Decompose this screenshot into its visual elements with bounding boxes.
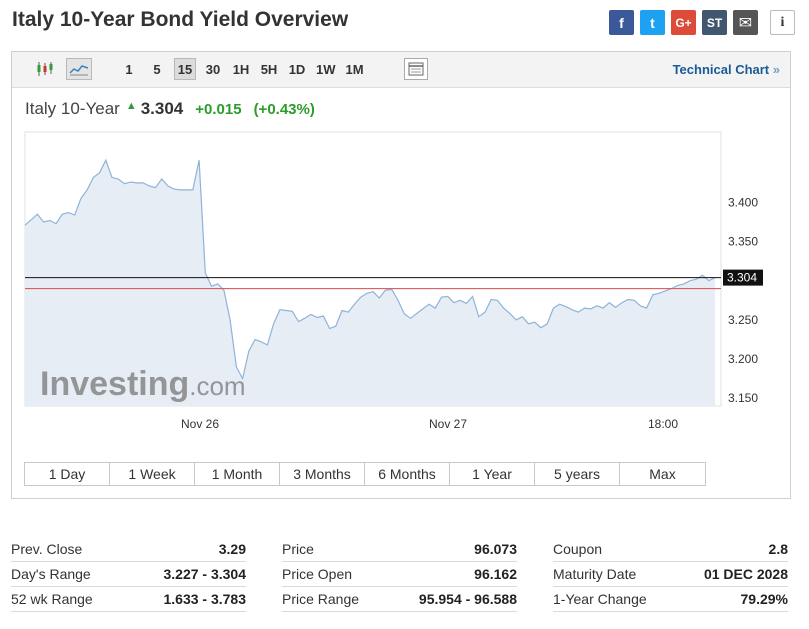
email-share-button[interactable]: ✉ bbox=[733, 10, 758, 35]
range-1-month[interactable]: 1 Month bbox=[195, 463, 280, 485]
price-change: +0.015 bbox=[195, 101, 242, 118]
stat-label: Coupon bbox=[553, 541, 603, 557]
range-5-years[interactable]: 5 years bbox=[535, 463, 620, 485]
watermark-suffix: .com bbox=[189, 371, 245, 401]
range-1-year[interactable]: 1 Year bbox=[450, 463, 535, 485]
y-tick-label: 3.400 bbox=[728, 195, 758, 209]
stat-row: 52 wk Range 1.633 - 3.783 bbox=[11, 587, 246, 612]
interval-1d[interactable]: 1D bbox=[288, 61, 306, 77]
stat-value: 01 DEC 2028 bbox=[703, 566, 788, 582]
up-arrow-icon: ▲ bbox=[125, 100, 137, 112]
range-1-day[interactable]: 1 Day bbox=[25, 463, 110, 485]
stats-column-price: Price 96.073 Price Open 96.162 Price Range… bbox=[282, 537, 517, 612]
calendar-icon[interactable] bbox=[404, 58, 428, 80]
y-tick-label: 3.350 bbox=[728, 235, 758, 249]
stat-value: 96.162 bbox=[474, 566, 517, 582]
stats-column-yield: Prev. Close 3.29 Day's Range 3.227 - 3.304… bbox=[11, 537, 246, 612]
yield-area bbox=[25, 160, 715, 406]
y-tick-label: 3.200 bbox=[728, 352, 758, 366]
twitter-share-button[interactable]: t bbox=[640, 10, 665, 35]
last-price-tag-label: 3.304 bbox=[727, 271, 757, 285]
chart-panel: 1 5 15 30 1H 5H 1D 1W 1M Technical Chart… bbox=[11, 51, 791, 499]
page-title: Italy 10-Year Bond Yield Overview bbox=[12, 8, 349, 31]
price-change-percent: (+0.43%) bbox=[253, 101, 315, 118]
stat-value: 1.633 - 3.783 bbox=[163, 591, 246, 607]
interval-15[interactable]: 15 bbox=[174, 58, 196, 80]
interval-5h[interactable]: 5H bbox=[260, 61, 278, 77]
stat-row: Price Range 95.954 - 96.588 bbox=[282, 587, 517, 612]
stat-row: Day's Range 3.227 - 3.304 bbox=[11, 562, 246, 587]
facebook-share-button[interactable]: f bbox=[609, 10, 634, 35]
stat-label: Price Range bbox=[282, 591, 360, 607]
range-1-week[interactable]: 1 Week bbox=[110, 463, 195, 485]
interval-30[interactable]: 30 bbox=[205, 61, 221, 77]
stat-label: Price Open bbox=[282, 566, 353, 582]
technical-chart-label: Technical Chart bbox=[672, 62, 770, 77]
stat-row: Prev. Close 3.29 bbox=[11, 537, 246, 562]
stat-value: 96.073 bbox=[474, 541, 517, 557]
interval-1[interactable]: 1 bbox=[125, 61, 133, 77]
info-button[interactable]: i bbox=[770, 10, 795, 35]
stat-row: Price 96.073 bbox=[282, 537, 517, 562]
stat-row: Coupon 2.8 bbox=[553, 537, 788, 562]
share-buttons: f t G+ ST ✉ i bbox=[609, 10, 795, 35]
candlestick-icon[interactable] bbox=[34, 58, 56, 80]
instrument-name: Italy 10-Year bbox=[25, 99, 120, 118]
stat-label: Price bbox=[282, 541, 314, 557]
stats-column-bond: Coupon 2.8 Maturity Date 01 DEC 2028 1-Yea… bbox=[553, 537, 788, 612]
watermark-brand: Investing bbox=[40, 365, 189, 403]
google-plus-share-button[interactable]: G+ bbox=[671, 10, 696, 35]
y-tick-label: 3.150 bbox=[728, 391, 758, 405]
stat-value: 79.29% bbox=[740, 591, 788, 607]
stat-value: 95.954 - 96.588 bbox=[418, 591, 517, 607]
stat-row: Maturity Date 01 DEC 2028 bbox=[553, 562, 788, 587]
interval-1m[interactable]: 1M bbox=[345, 61, 364, 77]
interval-1h[interactable]: 1H bbox=[232, 61, 250, 77]
last-price-tag bbox=[723, 269, 763, 286]
stocktwits-share-button[interactable]: ST bbox=[702, 10, 727, 35]
stat-value: 3.29 bbox=[218, 541, 246, 557]
interval-selector: 1 5 15 30 1H 5H 1D 1W 1M bbox=[118, 58, 366, 80]
stat-value: 2.8 bbox=[768, 541, 788, 557]
stat-row: 1-Year Change 79.29% bbox=[553, 587, 788, 612]
area-chart-icon[interactable] bbox=[66, 58, 92, 80]
range-max[interactable]: Max bbox=[620, 463, 705, 485]
stat-label: Day's Range bbox=[11, 566, 91, 582]
interval-1w[interactable]: 1W bbox=[316, 61, 336, 77]
range-6-months[interactable]: 6 Months bbox=[365, 463, 450, 485]
stat-label: 1-Year Change bbox=[553, 591, 647, 607]
stat-label: Maturity Date bbox=[553, 566, 637, 582]
technical-chart-link[interactable]: Technical Chart » bbox=[673, 62, 780, 77]
x-tick-label: 18:00 bbox=[648, 417, 678, 431]
chart-toolbar: 1 5 15 30 1H 5H 1D 1W 1M Technical Chart… bbox=[12, 52, 790, 88]
watermark-logo: Investing.com bbox=[40, 365, 246, 403]
stat-label: 52 wk Range bbox=[11, 591, 93, 607]
interval-5[interactable]: 5 bbox=[153, 61, 161, 77]
x-tick-label: Nov 26 bbox=[181, 417, 219, 431]
range-selector: 1 Day 1 Week 1 Month 3 Months 6 Months 1… bbox=[24, 462, 706, 486]
stat-label: Prev. Close bbox=[11, 541, 83, 557]
quote-header: Italy 10-Year ▲ 3.304 +0.015 (+0.43%) bbox=[25, 99, 315, 119]
last-price: 3.304 bbox=[140, 99, 184, 118]
y-tick-label: 3.250 bbox=[728, 313, 758, 327]
double-chevron-right-icon: » bbox=[772, 62, 780, 77]
stat-value: 3.227 - 3.304 bbox=[163, 566, 246, 582]
x-tick-label: Nov 27 bbox=[429, 417, 467, 431]
range-3-months[interactable]: 3 Months bbox=[280, 463, 365, 485]
price-chart[interactable]: 3.400 3.350 3.250 3.200 3.150 3.304 Nov 26 Nov … bbox=[12, 52, 790, 452]
yield-line bbox=[24, 158, 716, 381]
stat-row: Price Open 96.162 bbox=[282, 562, 517, 587]
